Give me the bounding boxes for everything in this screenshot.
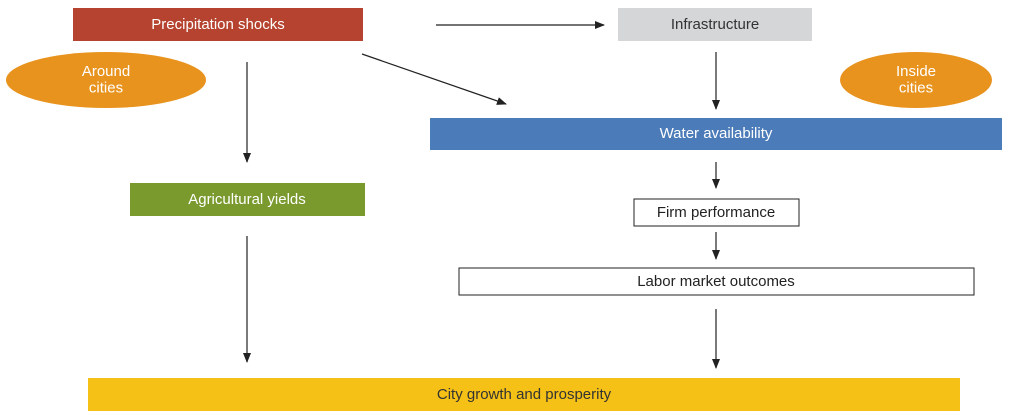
node-box (130, 183, 365, 216)
node-box (430, 118, 1002, 150)
node-box (73, 8, 363, 41)
node-label: Labor market outcomes (637, 273, 795, 290)
node-label: Infrastructure (671, 16, 759, 33)
node-label: Water availability (660, 125, 773, 142)
arrow (361, 53, 507, 105)
node-box (458, 267, 975, 296)
node-label: Around cities (82, 63, 130, 97)
node-box (633, 198, 800, 227)
node-box (88, 378, 960, 411)
ellipse (6, 52, 206, 108)
node-label: Agricultural yields (188, 191, 306, 208)
node-label: Firm performance (657, 204, 775, 221)
node-box (618, 8, 812, 41)
ellipse (840, 52, 992, 108)
node-label: Precipitation shocks (151, 16, 284, 33)
node-label: City growth and prosperity (437, 386, 612, 403)
node-label: Inside cities (896, 63, 936, 97)
